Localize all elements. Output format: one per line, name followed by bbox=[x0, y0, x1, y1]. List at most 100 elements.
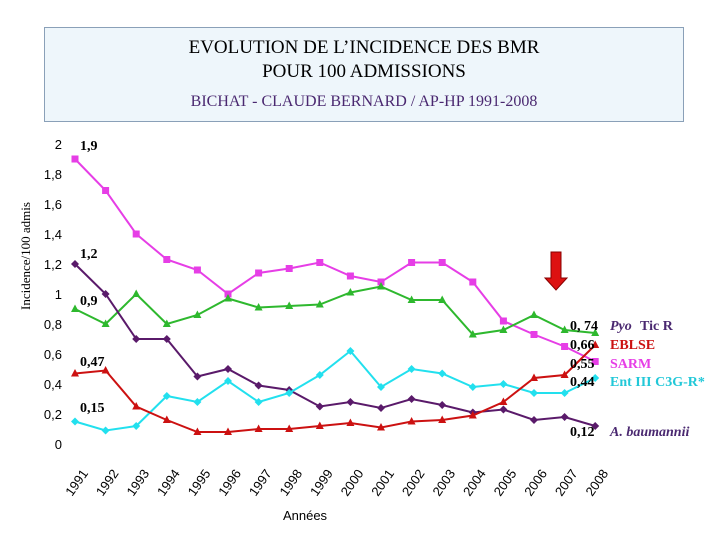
x-tick-label: 1992 bbox=[93, 466, 122, 498]
data-point bbox=[468, 383, 477, 391]
data-point bbox=[591, 358, 599, 365]
end-series-label: EBLSE bbox=[610, 338, 655, 353]
data-point bbox=[101, 319, 110, 327]
end-value-label: 0,12 bbox=[570, 425, 595, 440]
end-value-label: 0,66 bbox=[570, 338, 595, 353]
down-arrow-icon bbox=[543, 251, 569, 291]
data-point bbox=[346, 272, 354, 280]
chart-title-line2: POUR 100 ADMISSIONS bbox=[262, 61, 466, 82]
y-tick-label: 2 bbox=[55, 137, 62, 152]
x-tick-label: 2005 bbox=[491, 466, 520, 498]
start-value-label: 0,15 bbox=[80, 401, 105, 416]
data-point bbox=[285, 424, 294, 432]
data-point bbox=[224, 294, 232, 302]
data-point bbox=[591, 328, 600, 336]
data-point bbox=[193, 372, 202, 381]
y-axis-label: Incidence/100 admis bbox=[18, 202, 33, 310]
end-value-label: 0, 74 bbox=[570, 319, 598, 334]
title-box: EVOLUTION DE L’INCIDENCE DES BMR POUR 10… bbox=[44, 27, 684, 122]
y-tick-label: 0 bbox=[55, 437, 62, 452]
data-point bbox=[132, 422, 141, 430]
start-value-label: 0,47 bbox=[80, 355, 105, 370]
data-point bbox=[530, 373, 538, 381]
y-tick-label: 0,4 bbox=[44, 377, 62, 392]
y-tick-label: 0,2 bbox=[44, 407, 62, 422]
x-tick-label: 1996 bbox=[215, 466, 244, 498]
y-tick-label: 1,6 bbox=[44, 197, 62, 212]
data-point bbox=[591, 374, 600, 382]
data-point bbox=[315, 300, 324, 308]
data-point bbox=[346, 418, 355, 426]
data-point bbox=[438, 401, 447, 409]
data-point bbox=[132, 230, 140, 238]
data-point bbox=[71, 155, 79, 163]
data-point bbox=[193, 398, 202, 406]
data-point bbox=[193, 310, 202, 318]
data-point bbox=[346, 288, 355, 296]
data-point bbox=[346, 347, 355, 355]
data-point bbox=[316, 259, 324, 266]
data-point bbox=[408, 259, 416, 266]
data-point bbox=[162, 415, 171, 423]
data-point bbox=[530, 310, 538, 318]
start-value-label: 0,9 bbox=[80, 294, 98, 309]
x-tick-label: 2007 bbox=[552, 466, 581, 498]
start-value-label: 1,2 bbox=[80, 247, 98, 262]
data-point bbox=[499, 397, 508, 405]
data-point bbox=[438, 295, 447, 303]
data-point bbox=[499, 317, 507, 325]
data-point bbox=[346, 398, 355, 406]
x-tick-label: 2008 bbox=[582, 466, 611, 498]
data-point bbox=[162, 392, 171, 400]
data-point bbox=[101, 366, 110, 374]
data-point bbox=[254, 381, 263, 390]
x-tick-label: 2002 bbox=[399, 466, 428, 498]
data-point bbox=[377, 423, 385, 431]
data-point bbox=[530, 416, 538, 424]
x-tick-label: 2000 bbox=[338, 466, 367, 498]
data-point bbox=[101, 290, 110, 298]
chart-title-line1: EVOLUTION DE L’INCIDENCE DES BMR bbox=[188, 37, 540, 58]
data-point bbox=[162, 319, 171, 327]
data-point bbox=[71, 304, 79, 312]
data-point bbox=[560, 325, 569, 333]
end-series-label: Ent III C3G-R* bbox=[610, 375, 705, 390]
end-series-label: SARM bbox=[610, 357, 651, 372]
data-point bbox=[438, 259, 446, 266]
data-point bbox=[193, 266, 201, 274]
data-point bbox=[560, 413, 569, 421]
data-point bbox=[132, 335, 141, 343]
end-value-label: 0,44 bbox=[570, 375, 595, 390]
data-point bbox=[468, 330, 477, 338]
x-tick-label: 1998 bbox=[276, 466, 305, 498]
data-point bbox=[499, 380, 508, 388]
data-point bbox=[560, 389, 569, 397]
data-point bbox=[530, 389, 538, 397]
data-point bbox=[162, 335, 171, 343]
chart-subtitle: BICHAT - CLAUDE BERNARD / AP-HP 1991-200… bbox=[190, 93, 538, 110]
data-point bbox=[285, 301, 294, 309]
data-point bbox=[438, 415, 447, 423]
data-point bbox=[315, 402, 324, 411]
data-point bbox=[469, 278, 477, 286]
data-point bbox=[560, 370, 569, 378]
data-point bbox=[254, 303, 263, 311]
data-point bbox=[591, 340, 600, 348]
data-point bbox=[71, 369, 79, 377]
y-tick-label: 1,8 bbox=[44, 167, 62, 182]
y-tick-label: 1,4 bbox=[44, 227, 62, 242]
x-axis-label: Années bbox=[283, 508, 328, 523]
data-point bbox=[255, 269, 263, 277]
series-line bbox=[74, 158, 596, 363]
data-point bbox=[132, 289, 141, 297]
series-line bbox=[74, 263, 596, 427]
data-point bbox=[377, 383, 385, 391]
end-series-label: Pyo bbox=[610, 319, 632, 334]
data-point bbox=[315, 421, 324, 429]
data-point bbox=[224, 365, 232, 373]
data-point bbox=[71, 260, 79, 268]
data-point bbox=[285, 265, 293, 272]
data-point bbox=[407, 295, 416, 303]
data-point bbox=[561, 343, 569, 350]
data-point bbox=[102, 187, 110, 194]
